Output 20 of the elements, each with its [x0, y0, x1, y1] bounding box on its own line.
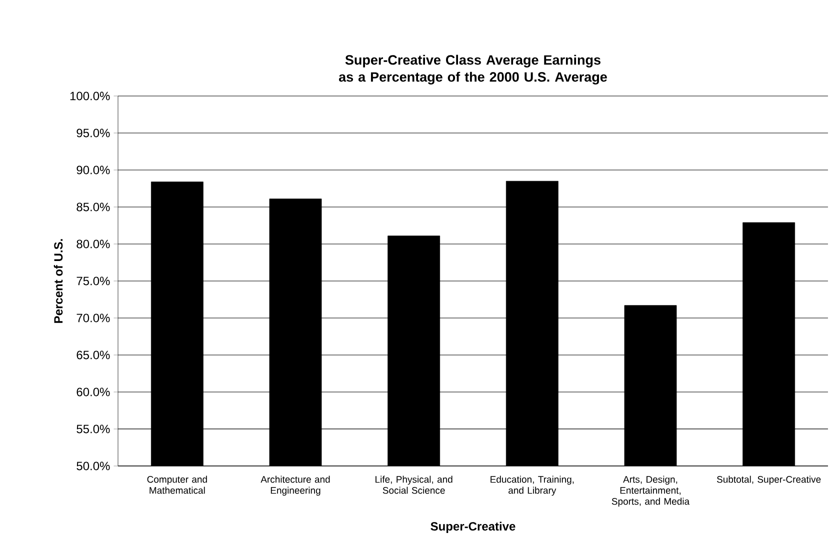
x-tick-label: Subtotal, Super-Creative: [716, 476, 821, 485]
x-tick-label: Education, Training, and Library: [490, 476, 574, 496]
y-tick-label: 50.0%: [76, 462, 110, 470]
y-tick-label: 60.0%: [76, 388, 110, 396]
chart-title: Super-Creative Class Average Earnings as a Percentage of the 2000 U.S. Average: [338, 54, 607, 84]
y-tick-label: 75.0%: [76, 276, 110, 286]
x-tick-label: Life, Physical, and Social Science: [376, 476, 452, 494]
x-tick-label: Computer and Mathematical: [147, 476, 207, 494]
y-tick-label: 95.0%: [76, 128, 110, 138]
y-tick-label: 90.0%: [76, 166, 110, 174]
x-tick-label: Arts, Design, Entertainment, Sports, and Media: [612, 476, 690, 507]
x-tick-label: Architecture and Engineering: [260, 476, 330, 496]
y-tick-label: 55.0%: [76, 424, 110, 434]
y-tick-label: 70.0%: [76, 314, 110, 322]
y-tick-label: 100.0%: [70, 92, 110, 100]
y-tick-label: 80.0%: [76, 240, 110, 248]
x-axis-title: Super-Creative: [430, 522, 516, 533]
y-tick-label: 65.0%: [76, 350, 110, 360]
y-axis-title: Percent of U.S.: [54, 239, 63, 323]
y-tick-label: 85.0%: [76, 202, 110, 212]
